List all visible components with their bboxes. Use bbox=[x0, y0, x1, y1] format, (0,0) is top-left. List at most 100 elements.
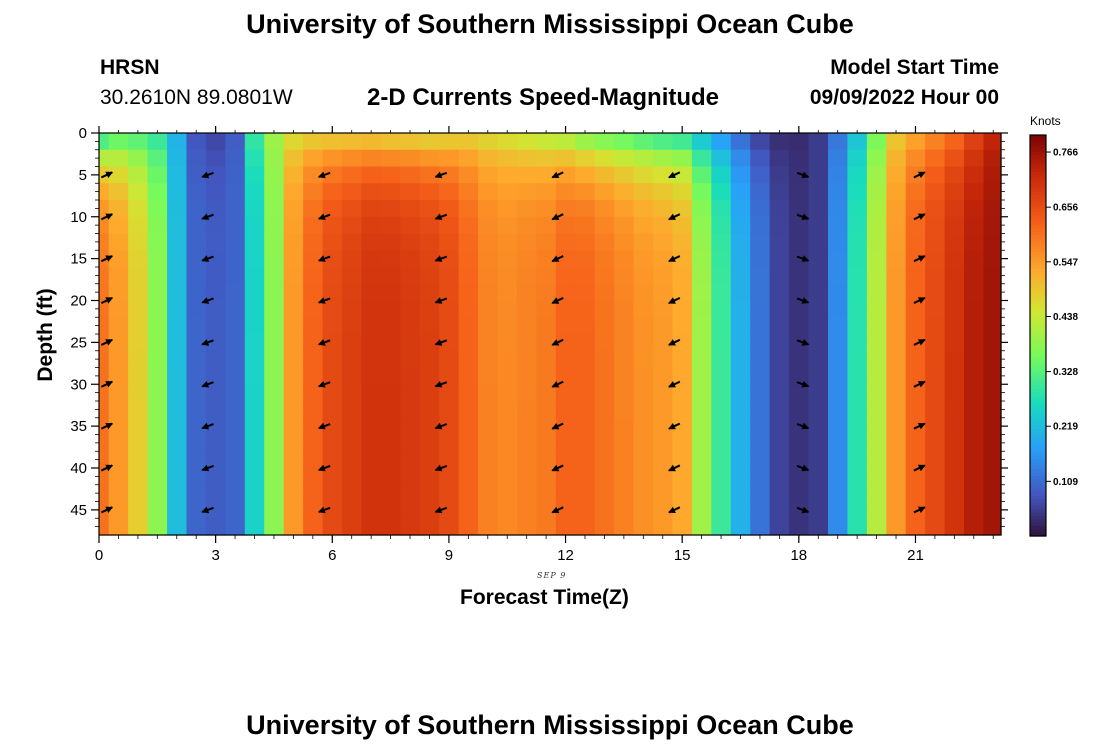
heatmap-cell bbox=[653, 367, 674, 385]
heatmap-cell bbox=[99, 267, 110, 285]
heatmap-cell bbox=[750, 434, 771, 452]
heatmap-cell bbox=[691, 183, 712, 201]
heatmap-cell bbox=[128, 401, 149, 419]
heatmap-cell bbox=[575, 250, 596, 268]
heatmap-cell bbox=[730, 267, 751, 285]
colorbar-segment bbox=[1030, 155, 1046, 159]
heatmap-cell bbox=[575, 384, 596, 402]
heatmap-cell bbox=[419, 267, 440, 285]
heatmap-cell bbox=[128, 166, 149, 184]
heatmap-cell bbox=[458, 166, 479, 184]
heatmap-cell bbox=[439, 518, 460, 536]
heatmap-cell bbox=[400, 200, 421, 218]
heatmap-cell bbox=[964, 384, 985, 402]
heatmap-cell bbox=[167, 233, 188, 251]
heatmap-cell bbox=[827, 300, 849, 318]
colorbar-segment bbox=[1030, 185, 1046, 190]
heatmap-cell bbox=[983, 451, 1002, 469]
heatmap-cell bbox=[614, 300, 635, 318]
heatmap-cell bbox=[711, 384, 732, 402]
heatmap-cell bbox=[555, 216, 576, 235]
heatmap-cell bbox=[167, 384, 188, 402]
heatmap-cell bbox=[244, 350, 265, 369]
heatmap-cell bbox=[789, 267, 810, 285]
heatmap-cell bbox=[167, 183, 188, 201]
heatmap-cell bbox=[555, 250, 576, 268]
colorbar-segment bbox=[1030, 161, 1046, 166]
heatmap-cell bbox=[905, 149, 926, 168]
heatmap-cell bbox=[342, 250, 363, 268]
heatmap-cell bbox=[361, 283, 382, 302]
heatmap-cell bbox=[944, 166, 965, 184]
heatmap-cell bbox=[225, 501, 246, 519]
heatmap-cell bbox=[886, 283, 907, 302]
heatmap-cell bbox=[244, 468, 265, 486]
heatmap-cell bbox=[380, 149, 401, 168]
heatmap-cell bbox=[303, 166, 324, 184]
heatmap-cell bbox=[186, 216, 207, 235]
heatmap-cell bbox=[225, 267, 246, 285]
heatmap-cell bbox=[653, 133, 674, 151]
heatmap-cell bbox=[419, 518, 440, 536]
heatmap-cell bbox=[225, 216, 246, 235]
heatmap-cell bbox=[516, 334, 537, 352]
heatmap-cell bbox=[750, 417, 771, 436]
heatmap-cell bbox=[264, 384, 285, 402]
heatmap-cell bbox=[575, 334, 596, 352]
heatmap-cell bbox=[536, 200, 557, 218]
heatmap-cell bbox=[536, 183, 557, 201]
heatmap-cell bbox=[361, 250, 382, 268]
heatmap-cell bbox=[108, 468, 129, 486]
heatmap-cell bbox=[750, 149, 771, 168]
heatmap-cell bbox=[147, 434, 168, 452]
colorbar-segment bbox=[1030, 482, 1046, 487]
heatmap-cell bbox=[905, 166, 926, 184]
colorbar-segment bbox=[1030, 509, 1046, 514]
heatmap-cell bbox=[186, 317, 207, 335]
heatmap-cell bbox=[147, 367, 168, 385]
heatmap-cell bbox=[730, 300, 751, 318]
heatmap-cell bbox=[983, 484, 1002, 503]
heatmap-cell bbox=[847, 434, 868, 452]
heatmap-cell bbox=[983, 350, 1002, 369]
heatmap-cell bbox=[400, 417, 421, 436]
current-arrow bbox=[434, 213, 448, 220]
heatmap-cell bbox=[225, 283, 246, 302]
heatmap-cell bbox=[789, 384, 810, 402]
colorbar-segment bbox=[1030, 385, 1046, 390]
heatmap-cell bbox=[983, 417, 1002, 436]
heatmap-cell bbox=[167, 350, 188, 369]
heatmap-cell bbox=[808, 384, 829, 402]
heatmap-cell bbox=[167, 200, 188, 218]
heatmap-cell bbox=[244, 283, 265, 302]
heatmap-cell bbox=[905, 434, 926, 452]
heatmap-cell bbox=[322, 518, 343, 536]
heatmap-cell bbox=[497, 166, 518, 184]
heatmap-cell bbox=[847, 250, 868, 268]
heatmap-cell bbox=[769, 417, 790, 436]
heatmap-cell bbox=[886, 434, 907, 452]
colorbar-segment bbox=[1030, 138, 1046, 143]
heatmap-cell bbox=[205, 233, 226, 251]
heatmap-cell bbox=[653, 434, 674, 452]
heatmap-cell bbox=[99, 300, 110, 318]
heatmap-cell bbox=[691, 434, 712, 452]
heatmap-cell bbox=[575, 518, 596, 536]
colorbar-segment bbox=[1030, 362, 1046, 367]
heatmap-cell bbox=[303, 200, 324, 218]
heatmap-cell bbox=[283, 334, 304, 352]
heatmap-cell bbox=[322, 300, 343, 318]
heatmap-cell bbox=[555, 350, 576, 369]
colorbar-segment bbox=[1030, 345, 1046, 350]
colorbar-segment bbox=[1030, 475, 1046, 480]
current-arrow bbox=[434, 171, 448, 179]
heatmap-cell bbox=[225, 384, 246, 402]
current-arrow bbox=[434, 381, 448, 388]
heatmap-cell bbox=[594, 434, 615, 452]
heatmap-cell bbox=[264, 367, 285, 385]
colorbar-segment bbox=[1030, 365, 1046, 370]
current-arrow bbox=[796, 171, 810, 179]
heatmap-cell bbox=[99, 451, 110, 469]
colorbar-segment bbox=[1030, 472, 1046, 477]
heatmap-cell bbox=[99, 283, 110, 302]
